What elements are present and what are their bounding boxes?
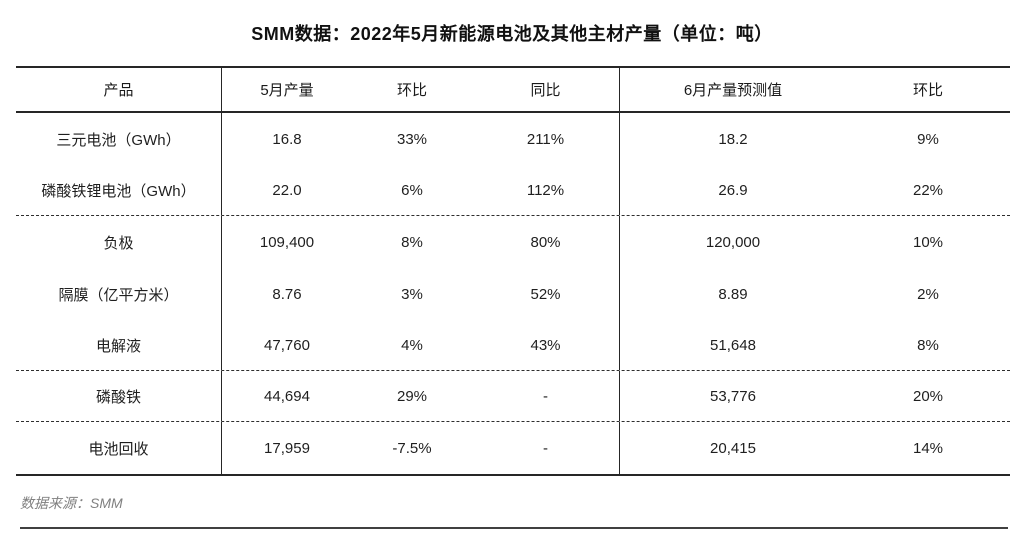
mom-cell: 8% [401, 233, 423, 251]
june-mom-cell: 2% [917, 285, 939, 303]
mom-cell: 4% [401, 336, 423, 354]
table-row-electrolyte: 电解液 47,760 4% 43% 51,648 8% [16, 320, 1010, 371]
header-may-output: 5月产量 [260, 82, 314, 99]
mom-cell: 29% [396, 387, 428, 405]
june-forecast-cell: 20,415 [710, 439, 756, 457]
table-row-ternary-battery: 三元电池（GWh） 16.8 33% 211% 18.2 9% [16, 113, 1010, 165]
may-output-cell: 44,694 [264, 387, 310, 405]
may-output-cell: 109,400 [259, 233, 315, 251]
may-output-cell: 22.0 [272, 181, 302, 199]
product-cell: 负极 [16, 216, 222, 268]
yoy-cell: 52% [472, 268, 620, 320]
product-cell: 电解液 [16, 320, 222, 370]
june-forecast-cell: 26.9 [718, 181, 748, 199]
june-mom-cell: 22% [912, 181, 944, 199]
may-output-cell: 8.76 [272, 285, 302, 303]
mom-cell: 6% [401, 181, 423, 199]
product-cell: 三元电池（GWh） [16, 113, 222, 165]
data-source-note: 数据来源：SMM [20, 495, 123, 511]
yoy-cell: 43% [472, 320, 620, 370]
yoy-cell: 112% [472, 165, 620, 215]
header-june-forecast: 6月产量预测值 [683, 82, 783, 99]
table-header-row: 产品 5月产量 环比 同比 6月产量预测值 环比 [16, 68, 1010, 113]
header-yoy: 同比 [472, 68, 620, 111]
product-cell: 隔膜（亿平方米） [16, 268, 222, 320]
mom-cell: 3% [401, 285, 423, 303]
page-title: SMM数据：2022年5月新能源电池及其他主材产量（单位：吨） [251, 24, 773, 44]
table-row-separator-film: 隔膜（亿平方米） 8.76 3% 52% 8.89 2% [16, 268, 1010, 320]
june-forecast-cell: 18.2 [718, 130, 748, 148]
mom-cell: -7.5% [392, 439, 432, 457]
yoy-cell: 211% [472, 113, 620, 165]
yoy-cell: - [472, 371, 620, 421]
june-forecast-cell: 53,776 [710, 387, 756, 405]
table-row-anode: 负极 109,400 8% 80% 120,000 10% [16, 216, 1010, 268]
yoy-cell: - [472, 422, 620, 474]
june-mom-cell: 14% [912, 439, 944, 457]
may-output-cell: 16.8 [272, 130, 302, 148]
may-output-cell: 47,760 [264, 336, 310, 354]
mom-cell: 33% [396, 130, 428, 148]
product-cell: 磷酸铁 [16, 371, 222, 421]
june-mom-cell: 10% [912, 233, 944, 251]
header-mom: 环比 [396, 82, 427, 99]
footer-divider [20, 527, 1008, 529]
june-mom-cell: 9% [917, 130, 939, 148]
june-mom-cell: 20% [912, 387, 944, 405]
production-table: 产品 5月产量 环比 同比 6月产量预测值 环比 三元电池（GWh） 16.8 … [16, 66, 1010, 476]
table-row-battery-recycling: 电池回收 17,959 -7.5% - 20,415 14% [16, 422, 1010, 474]
table-row-iron-phosphate: 磷酸铁 44,694 29% - 53,776 20% [16, 371, 1010, 422]
june-forecast-cell: 120,000 [705, 233, 761, 251]
may-output-cell: 17,959 [264, 439, 310, 457]
header-product: 产品 [16, 68, 222, 111]
product-cell: 磷酸铁锂电池（GWh） [16, 165, 222, 215]
header-june-mom: 环比 [912, 82, 943, 99]
june-forecast-cell: 51,648 [710, 336, 756, 354]
table-row-lfp-battery: 磷酸铁锂电池（GWh） 22.0 6% 112% 26.9 22% [16, 165, 1010, 216]
product-cell: 电池回收 [16, 422, 222, 474]
june-mom-cell: 8% [917, 336, 939, 354]
yoy-cell: 80% [472, 216, 620, 268]
june-forecast-cell: 8.89 [718, 285, 748, 303]
